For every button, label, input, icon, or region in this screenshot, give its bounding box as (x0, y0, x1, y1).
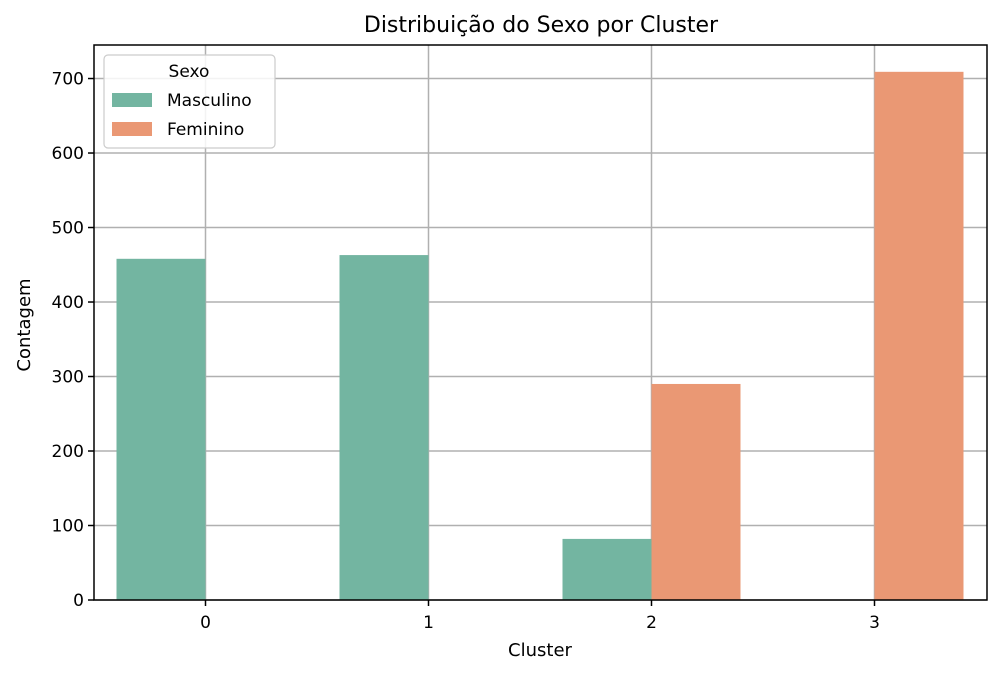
legend: Sexo Masculino Feminino (103, 54, 276, 149)
y-tick-label: 0 (73, 591, 84, 611)
x-tick-label: 2 (646, 613, 657, 633)
bar-masculino-cluster-0 (116, 258, 206, 600)
y-tick-label: 100 (52, 517, 84, 537)
x-tick-label: 1 (423, 613, 434, 633)
y-tick-label: 500 (52, 219, 84, 239)
y-tick-label: 700 (52, 70, 84, 90)
bar-masculino-cluster-1 (339, 255, 429, 600)
legend-title: Sexo (169, 62, 210, 82)
bar-feminino-cluster-3 (874, 71, 964, 601)
x-axis-label: Cluster (508, 640, 572, 661)
bar-masculino-cluster-2 (562, 538, 652, 600)
y-tick-label: 200 (52, 442, 84, 462)
legend-label-masculino: Masculino (167, 91, 252, 111)
axis-ticks: 0 100 200 300 400 500 600 700 0 1 2 3 (52, 70, 880, 633)
x-tick-label: 3 (869, 613, 880, 633)
y-tick-label: 300 (52, 368, 84, 388)
bar-feminino-cluster-2 (651, 383, 741, 600)
legend-swatch-masculino (112, 93, 152, 107)
x-tick-label: 0 (200, 613, 211, 633)
plot-frame (93, 44, 988, 601)
bars (116, 71, 964, 601)
y-tick-label: 400 (52, 293, 84, 313)
chart-title: Distribuição do Sexo por Cluster (364, 13, 719, 38)
y-tick-label: 600 (52, 144, 84, 164)
legend-swatch-feminino (112, 122, 152, 136)
y-axis-label: Contagem (14, 278, 35, 371)
legend-label-feminino: Feminino (167, 120, 244, 140)
